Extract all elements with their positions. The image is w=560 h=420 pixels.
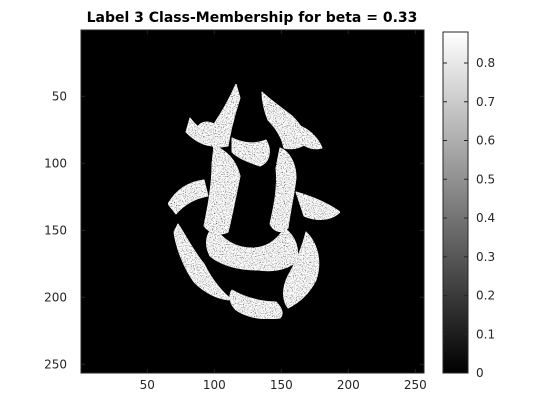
- frontal-right-branch: [299, 125, 323, 150]
- x-tick-label: 150: [270, 378, 293, 392]
- chart-title: Label 3 Class-Membership for beta = 0.33: [87, 10, 418, 26]
- colorbar-ticks: 0 0.1 0.2 0.3 0.4 0.5 0.6 0.7 0.8: [443, 56, 495, 380]
- colorbar-tick-label: 0.8: [476, 56, 495, 70]
- y-tick-label: 150: [44, 223, 67, 237]
- frontal-right-tract: [261, 91, 307, 150]
- colorbar: 0 0.1 0.2 0.3 0.4 0.5 0.6 0.7 0.8: [442, 31, 495, 380]
- colorbar-tick-label: 0.3: [476, 250, 495, 264]
- colorbar-tick-label: 0: [476, 366, 484, 380]
- y-tick-label: 250: [44, 357, 67, 371]
- brain-white-matter: [167, 83, 341, 320]
- central-left-tract: [203, 145, 241, 235]
- y-tick-label: 200: [44, 290, 67, 304]
- x-tick-label: 100: [203, 378, 226, 392]
- x-tick-label: 250: [404, 378, 427, 392]
- colorbar-tick-label: 0.7: [476, 95, 495, 109]
- left-lateral-branch: [167, 179, 209, 215]
- right-lateral-branch: [295, 191, 341, 220]
- colorbar-tick-label: 0.2: [476, 289, 495, 303]
- central-right-tract: [269, 147, 297, 232]
- y-tick-label: 50: [52, 89, 67, 103]
- image-axes: 50 100 150 200 250 50 100 150 200 250: [44, 29, 427, 392]
- colorbar-tick-label: 0.6: [476, 134, 495, 148]
- colorbar-tick-label: 0.4: [476, 211, 495, 225]
- x-tick-label: 50: [140, 378, 155, 392]
- x-tick-label: 200: [337, 378, 360, 392]
- colorbar-frame: [442, 31, 469, 374]
- image-axes-frame: [80, 29, 425, 374]
- image-background: [81, 30, 424, 373]
- corpus-callosum: [231, 137, 270, 167]
- colorbar-tick-label: 0.5: [476, 172, 495, 186]
- colorbar-tick-label: 0.1: [476, 327, 495, 341]
- x-axis-ticks: 50 100 150 200 250: [140, 30, 427, 392]
- colorbar-gradient: [443, 32, 468, 373]
- occipital-bottom: [229, 289, 283, 320]
- y-axis-ticks: 50 100 150 200 250: [44, 89, 424, 371]
- y-tick-label: 100: [44, 156, 67, 170]
- occipital-right: [283, 231, 320, 309]
